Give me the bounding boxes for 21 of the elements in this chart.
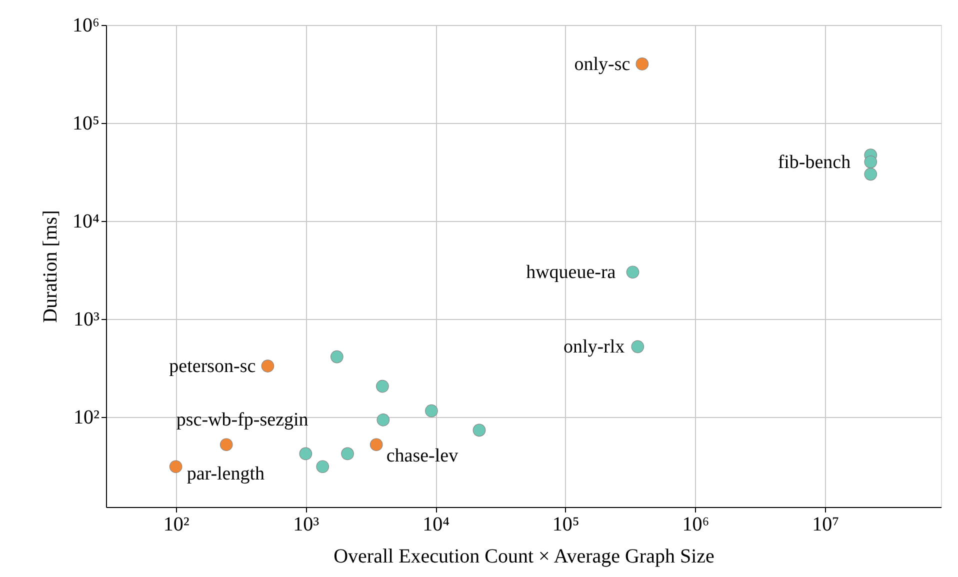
annotation: fib-bench bbox=[778, 152, 852, 173]
annotation: par-length bbox=[186, 464, 266, 485]
x-tick-label: 10³ bbox=[293, 514, 320, 536]
annotation: chase-lev bbox=[386, 446, 459, 467]
annotation: peterson-sc bbox=[169, 356, 256, 378]
x-tick-label: 10⁶ bbox=[682, 514, 710, 536]
y-tick-label: 10⁴ bbox=[72, 210, 100, 232]
x-tick-label: 10² bbox=[163, 514, 190, 536]
x-tick-label: 10⁵ bbox=[552, 514, 580, 536]
y-tick-label: 10⁶ bbox=[72, 14, 100, 36]
y-tick-label: 10² bbox=[74, 406, 100, 428]
y-axis-title: Duration [ms] bbox=[40, 210, 62, 323]
annotation: only-rlx bbox=[563, 336, 626, 358]
x-tick-label: 10⁴ bbox=[422, 514, 450, 536]
x-axis-title: Overall Execution Count × Average Graph Size bbox=[334, 546, 715, 568]
y-tick-label: 10⁵ bbox=[72, 112, 100, 134]
x-tick-label: 10⁷ bbox=[812, 514, 840, 536]
y-tick-label: 10³ bbox=[74, 308, 100, 330]
annotation: only-sc bbox=[574, 54, 630, 75]
annotation: psc-wb-fp-sezgin bbox=[176, 410, 309, 431]
annotation: hwqueue-ra bbox=[526, 262, 616, 284]
